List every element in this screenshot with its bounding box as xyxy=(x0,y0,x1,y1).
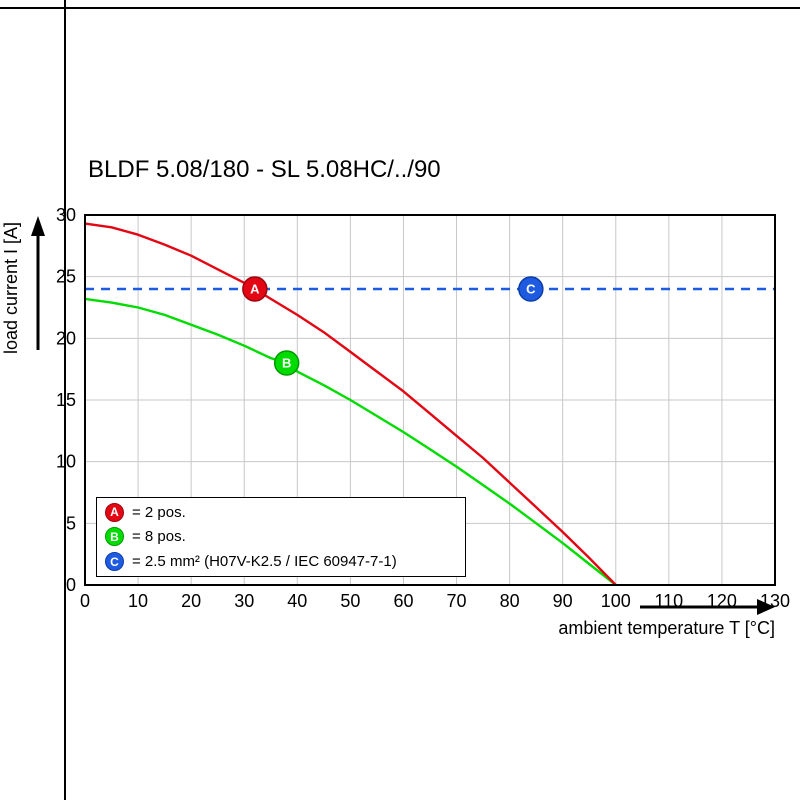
marker-c-icon xyxy=(518,276,544,302)
x-tick-label: 0 xyxy=(80,591,90,611)
legend-label-c: = 2.5 mm² (H07V-K2.5 / IEC 60947-7-1) xyxy=(132,553,397,571)
x-tick-label: 60 xyxy=(393,591,413,611)
x-tick-label: 40 xyxy=(287,591,307,611)
x-tick-label: 100 xyxy=(601,591,631,611)
frame-line-left xyxy=(64,0,66,800)
marker-a-letter: A xyxy=(250,282,260,297)
x-tick-label: 10 xyxy=(128,591,148,611)
frame-line-top xyxy=(0,7,800,9)
legend-item-c: C = 2.5 mm² (H07V-K2.5 / IEC 60947-7-1) xyxy=(105,550,465,574)
x-axis-label: ambient temperature T [°C] xyxy=(558,618,775,638)
curve-b xyxy=(84,297,617,586)
y-axis-label: load current I [A] xyxy=(1,222,21,354)
y-tick-label: 5 xyxy=(66,513,76,533)
legend-marker-c-icon: C xyxy=(105,552,124,572)
y-tick-label: 20 xyxy=(56,328,76,348)
marker-b-icon xyxy=(273,350,300,376)
x-tick-label: 90 xyxy=(553,591,573,611)
legend-label-a: = 2 pos. xyxy=(132,503,186,521)
legend-marker-a-letter: A xyxy=(110,505,119,520)
legend-label-b: = 8 pos. xyxy=(132,528,186,546)
legend-item-b: B = 8 pos. xyxy=(105,525,465,549)
marker-c-letter: C xyxy=(526,282,536,297)
x-tick-label: 30 xyxy=(234,591,254,611)
legend-marker-a-icon: A xyxy=(105,502,124,522)
x-tick-label: 70 xyxy=(447,591,467,611)
plot-border xyxy=(84,214,776,586)
marker-a-icon xyxy=(242,276,268,302)
x-tick-label: 50 xyxy=(340,591,360,611)
y-tick-label: 0 xyxy=(66,575,76,595)
y-axis-arrow-head-icon xyxy=(31,216,45,236)
y-tick-label: 30 xyxy=(56,205,76,225)
x-tick-label: 20 xyxy=(181,591,201,611)
legend-marker-c-letter: C xyxy=(110,554,119,569)
legend-box: A = 2 pos. B = 8 pos. C = 2.5 mm² (H07V-… xyxy=(96,497,466,577)
chart-title: BLDF 5.08/180 - SL 5.08HC/../90 xyxy=(88,156,441,183)
y-tick-label: 15 xyxy=(56,390,76,410)
curve-a xyxy=(84,222,617,586)
marker-b-letter: B xyxy=(282,356,291,371)
x-axis-arrow-head-icon xyxy=(757,599,775,615)
legend-item-a: A = 2 pos. xyxy=(105,500,465,524)
y-tick-label: 10 xyxy=(56,452,76,472)
legend-marker-b-icon: B xyxy=(105,527,124,547)
y-tick-label: 25 xyxy=(56,267,76,287)
x-tick-label: 80 xyxy=(500,591,520,611)
legend-marker-b-letter: B xyxy=(110,529,119,544)
